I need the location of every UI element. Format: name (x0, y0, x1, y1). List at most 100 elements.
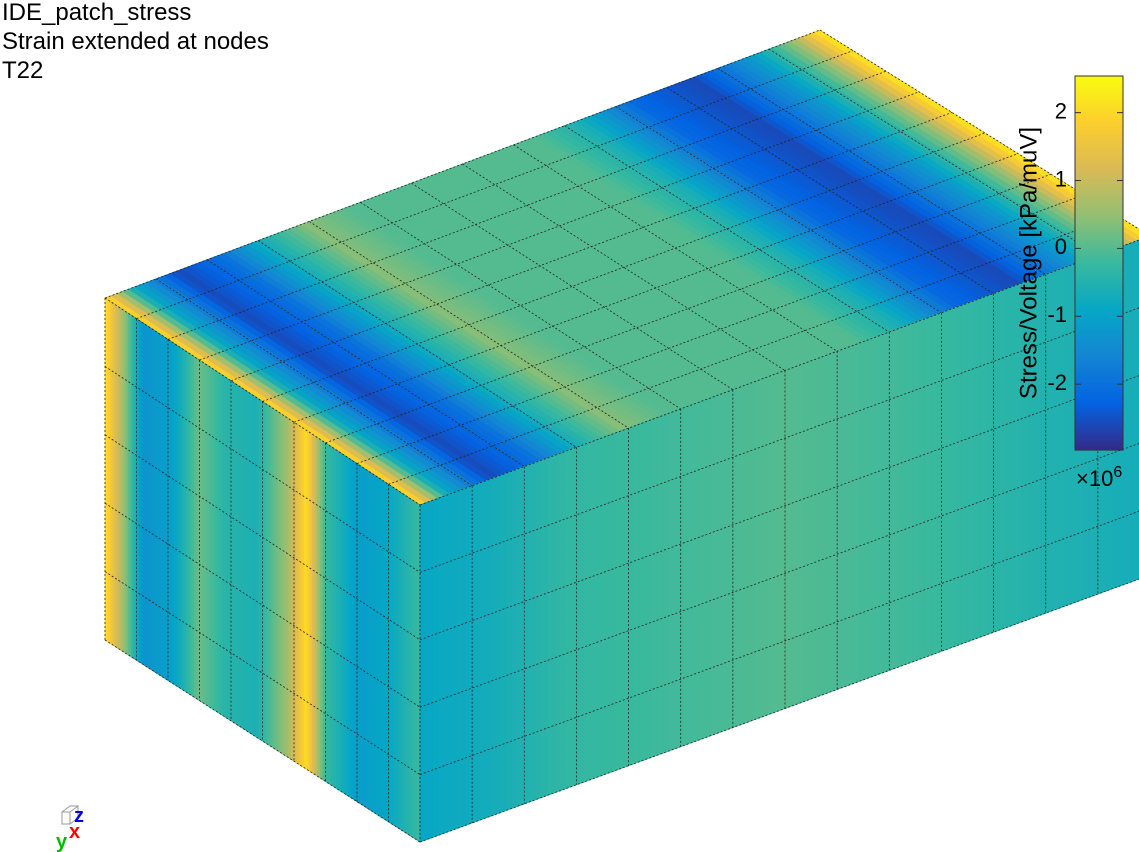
colorbar-strip (1075, 83, 1123, 86)
colorbar-strip (1075, 171, 1123, 174)
colorbar-strip (1075, 266, 1123, 270)
colorbar-strip (1075, 281, 1123, 285)
colorbar-strip (1075, 330, 1123, 333)
colorbar-strip (1075, 304, 1123, 307)
colorbar-strip (1075, 100, 1123, 103)
colorbar-strip (1075, 233, 1123, 236)
colorbar-strip (1075, 287, 1123, 290)
colorbar-strip (1075, 119, 1123, 122)
colorbar-strip (1075, 113, 1123, 116)
colorbar-strip (1075, 210, 1123, 214)
mesh-strip (900, 325, 908, 667)
colorbar-strip (1075, 283, 1123, 287)
colorbar-strip (1075, 158, 1123, 161)
colorbar-strip (1075, 122, 1123, 126)
colorbar-strip (1075, 436, 1123, 440)
mesh-strip (608, 432, 616, 774)
mesh-strip (778, 369, 786, 712)
colorbar-strip (1075, 373, 1123, 376)
colorbar-strip (1075, 425, 1123, 429)
mesh-strip (620, 428, 628, 770)
colorbar-strip (1075, 408, 1123, 412)
colorbar-strip (1075, 242, 1123, 245)
colorbar-strip (1075, 263, 1123, 266)
colorbar-strip (1075, 145, 1123, 148)
colorbar-strip (1075, 264, 1123, 268)
mesh-strip (808, 358, 816, 701)
colorbar-strip (1075, 102, 1123, 105)
colorbar-strip (1075, 358, 1123, 361)
colorbar-strip (1075, 133, 1123, 137)
colorbar-tick-label: -1 (1047, 302, 1067, 327)
colorbar-strip (1075, 191, 1123, 195)
triad-z: z (74, 805, 84, 827)
colorbar-strip (1075, 96, 1123, 100)
mesh-strip (547, 455, 555, 796)
colorbar-strip (1075, 162, 1123, 165)
colorbar-strip (1075, 375, 1123, 378)
mesh-strip (967, 300, 974, 643)
colorbar-strip (1075, 261, 1123, 264)
colorbar-strip (1075, 81, 1123, 85)
mesh-strip (772, 372, 780, 714)
colorbar-strip (1075, 197, 1123, 201)
colorbar-strip (1075, 356, 1123, 359)
colorbar-strip (1075, 109, 1123, 113)
colorbar-strip (1075, 188, 1123, 191)
colorbar-strip (1075, 107, 1123, 111)
mesh-strip (997, 289, 1005, 632)
mesh-strip (735, 385, 743, 727)
colorbar-strip (1075, 363, 1123, 367)
colorbar-strip (1075, 386, 1123, 389)
mesh-edge (104, 571, 421, 775)
colorbar-strip (1075, 347, 1123, 350)
mesh-strip (723, 390, 731, 732)
mesh-edge (104, 366, 421, 573)
mesh-strip (577, 443, 585, 785)
colorbar-strip (1075, 345, 1123, 348)
colorbar-strip (1075, 306, 1123, 309)
mesh-strip (474, 482, 482, 823)
colorbar-strip (1075, 117, 1123, 120)
colorbar-strip (1075, 148, 1123, 152)
colorbar-strip (1075, 104, 1123, 107)
mesh-edge (356, 194, 1085, 464)
colorbar-strip (1075, 249, 1123, 253)
mesh-edge (325, 173, 1052, 444)
mesh-strip (468, 484, 476, 825)
colorbar-strip (1075, 212, 1123, 215)
colorbar-strip (1075, 76, 1123, 79)
colorbar-strip (1075, 231, 1123, 234)
mesh-strip (906, 322, 914, 665)
colorbar-strip (1075, 240, 1123, 244)
colorbar-strip (1075, 429, 1123, 432)
colorbar-strip (1075, 367, 1123, 371)
mesh-edge (768, 48, 1099, 256)
mesh-strip (729, 387, 737, 730)
colorbar-strip (1075, 324, 1123, 328)
mesh-strip (1003, 286, 1011, 629)
colorbar-strip (1075, 248, 1123, 251)
axes-triad: z x y (56, 805, 84, 852)
colorbar-strip (1075, 165, 1123, 169)
mesh-strip (924, 316, 932, 658)
colorbar-strip (1075, 307, 1123, 311)
colorbar-strip (1075, 115, 1123, 118)
colorbar-strip (1075, 85, 1123, 88)
mesh-strip (821, 354, 828, 696)
colorbar-strip (1075, 382, 1123, 386)
colorbar-strip (1075, 435, 1123, 438)
colorbar-strip (1075, 259, 1123, 262)
colorbar-strip (1075, 444, 1123, 447)
mesh-edge (419, 443, 1139, 708)
colorbar-strip (1075, 291, 1123, 294)
colorbar-strip (1075, 384, 1123, 388)
mesh-edge (419, 375, 1139, 641)
colorbar-strip (1075, 195, 1123, 199)
mesh-strip (486, 477, 494, 819)
colorbar-strip (1075, 186, 1123, 189)
mesh-edge (262, 132, 986, 402)
mesh-edge (136, 50, 854, 320)
mesh-strip (1131, 239, 1139, 583)
